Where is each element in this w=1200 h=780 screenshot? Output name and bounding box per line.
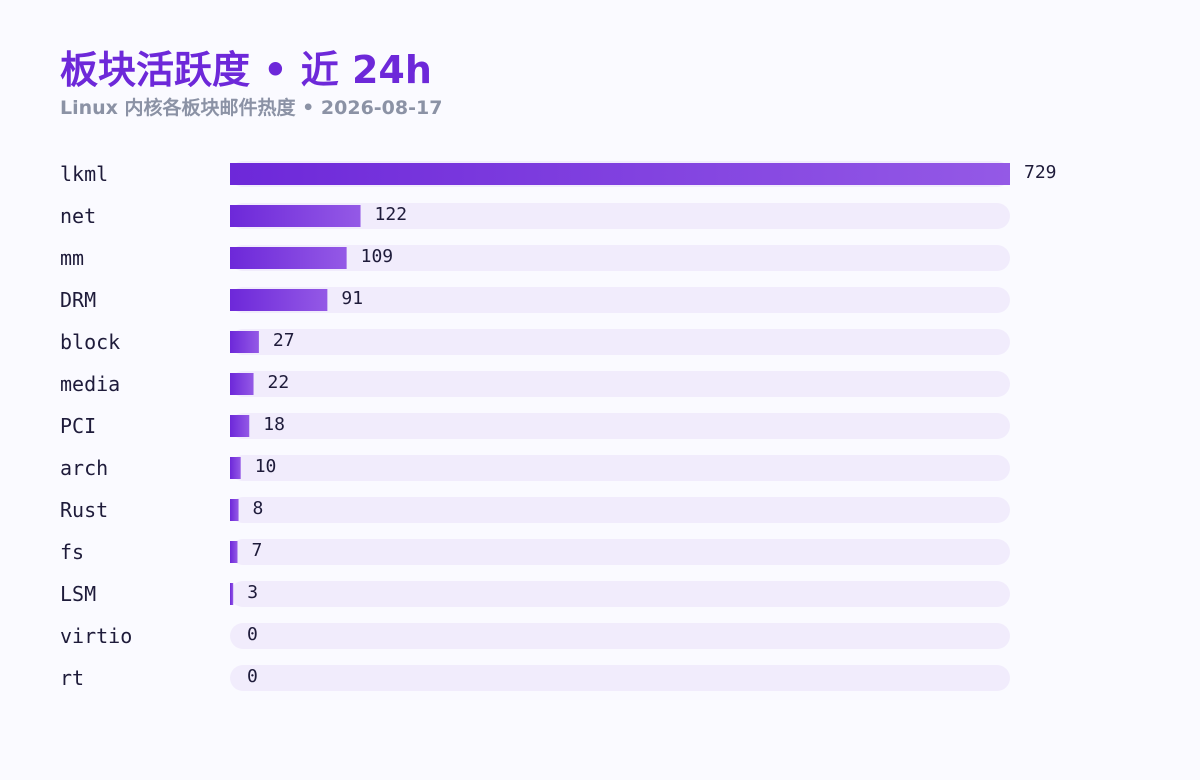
bar-row-net: net 122: [60, 203, 1010, 229]
bar-track: [230, 287, 1010, 313]
bar: [230, 247, 347, 269]
bar: [230, 583, 234, 605]
category-label: PCI: [60, 414, 96, 438]
bar: [230, 541, 238, 563]
bar-track: [230, 455, 1010, 481]
bar-track: [230, 329, 1010, 355]
value-label: 8: [253, 498, 264, 519]
category-label: fs: [60, 540, 84, 564]
bar: [230, 457, 241, 479]
value-label: 122: [375, 204, 408, 225]
bar-track: [230, 245, 1010, 271]
category-label: arch: [60, 456, 108, 480]
value-label: 0: [247, 666, 258, 687]
bar-row-pci: PCI 18: [60, 413, 1010, 439]
category-label: DRM: [60, 288, 96, 312]
category-label: block: [60, 330, 120, 354]
bar: [230, 499, 239, 521]
value-label: 729: [1024, 162, 1057, 183]
bar-track: [230, 497, 1010, 523]
bar-row-mm: mm 109: [60, 245, 1010, 271]
bar: [230, 373, 254, 395]
category-label: media: [60, 372, 120, 396]
page-title: 板块活跃度 • 近 24h: [60, 48, 432, 92]
category-label: mm: [60, 246, 84, 270]
bar-track: [230, 203, 1010, 229]
value-label: 7: [251, 540, 262, 561]
bar-track: [230, 623, 1010, 649]
value-label: 109: [361, 246, 394, 267]
bar-track: [230, 371, 1010, 397]
category-label: LSM: [60, 582, 96, 606]
value-label: 18: [263, 414, 285, 435]
category-label: virtio: [60, 624, 132, 648]
category-label: net: [60, 204, 96, 228]
bar-row-virtio: virtio 0: [60, 623, 1010, 649]
bar-row-rt: rt 0: [60, 665, 1010, 691]
category-label: Rust: [60, 498, 108, 522]
bar-row-rust: Rust 8: [60, 497, 1010, 523]
bar-row-lkml: lkml 729: [60, 161, 1057, 187]
value-label: 3: [247, 582, 258, 603]
value-label: 10: [255, 456, 277, 477]
value-label: 22: [268, 372, 290, 393]
bar: [230, 205, 361, 227]
bar-track: [230, 539, 1010, 565]
bar-row-fs: fs 7: [60, 539, 1010, 565]
bar-track: [230, 581, 1010, 607]
bar-row-media: media 22: [60, 371, 1010, 397]
value-label: 27: [273, 330, 295, 351]
bar: [230, 415, 250, 437]
bar-row-block: block 27: [60, 329, 1010, 355]
bar: [230, 163, 1010, 185]
page-subtitle: Linux 内核各板块邮件热度 • 2026-08-17: [60, 97, 443, 119]
bar-row-arch: arch 10: [60, 455, 1010, 481]
bar: [230, 289, 328, 311]
bar-track: [230, 665, 1010, 691]
category-label: lkml: [60, 162, 108, 186]
value-label: 0: [247, 624, 258, 645]
value-label: 91: [341, 288, 363, 309]
bar-row-lsm: LSM 3: [60, 581, 1010, 607]
bar-row-drm: DRM 91: [60, 287, 1010, 313]
bar-track: [230, 413, 1010, 439]
bar: [230, 331, 259, 353]
bars-group: lkml 729 net 122 mm 109 DRM 91 block 27 media 22 PCI…: [60, 161, 1057, 691]
category-label: rt: [60, 666, 84, 690]
